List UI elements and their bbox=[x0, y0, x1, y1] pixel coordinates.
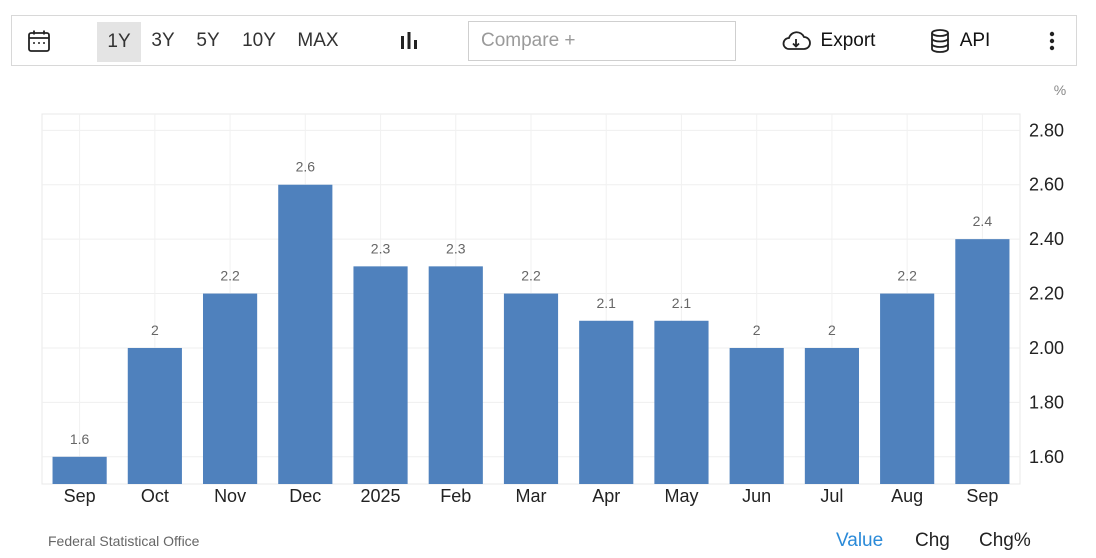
y-tick-label: 1.60 bbox=[1029, 447, 1064, 467]
y-tick-label: 1.80 bbox=[1029, 392, 1064, 412]
data-label: 2.2 bbox=[897, 268, 917, 284]
api-button[interactable]: API bbox=[924, 16, 996, 65]
x-tick-label: Apr bbox=[592, 486, 620, 506]
data-label: 2 bbox=[753, 322, 761, 338]
y-unit-label: % bbox=[1054, 82, 1066, 98]
data-label: 2.6 bbox=[296, 159, 316, 175]
bar-nov bbox=[202, 293, 258, 484]
bar-chart-icon[interactable] bbox=[394, 16, 424, 65]
x-tick-label: Jul bbox=[820, 486, 843, 506]
chart-toolbar: 1Y 3Y 5Y 10Y MAX Export bbox=[11, 15, 1077, 66]
source-label: Federal Statistical Office bbox=[48, 533, 200, 549]
data-label: 2.2 bbox=[521, 268, 541, 284]
bar-apr bbox=[579, 320, 634, 484]
y-tick-label: 2.00 bbox=[1029, 338, 1064, 358]
tab-chg[interactable]: Chg bbox=[915, 530, 950, 551]
data-label: 2.1 bbox=[672, 295, 692, 311]
x-tick-label: Dec bbox=[289, 486, 321, 506]
cloud-download-icon bbox=[781, 30, 811, 52]
bar-mar bbox=[503, 293, 559, 484]
data-label: 2.3 bbox=[371, 240, 391, 256]
bar-aug bbox=[880, 293, 935, 484]
x-tick-label: Oct bbox=[141, 486, 169, 506]
range-3y-button[interactable]: 3Y bbox=[151, 29, 175, 51]
tab-chg-percent[interactable]: Chg% bbox=[979, 530, 1031, 551]
data-label: 2.3 bbox=[446, 240, 466, 256]
range-1y-button[interactable]: 1Y bbox=[97, 22, 141, 62]
data-label: 1.6 bbox=[70, 431, 90, 447]
x-tick-label: Aug bbox=[891, 486, 923, 506]
api-label: API bbox=[959, 29, 991, 51]
range-max-button[interactable]: MAX bbox=[297, 29, 339, 51]
x-tick-label: Sep bbox=[966, 486, 998, 506]
bar-feb bbox=[428, 266, 483, 484]
chart-container: 1.60 1.80 2.00 2.20 2.40 2.60 2.80% 1.6 Sep 2 Oct 2… bbox=[11, 66, 1077, 558]
compare-input[interactable] bbox=[468, 21, 736, 61]
x-tick-label: Feb bbox=[440, 486, 471, 506]
range-5y-button[interactable]: 5Y bbox=[196, 29, 220, 51]
database-icon bbox=[930, 28, 950, 53]
x-tick-label: May bbox=[664, 486, 698, 506]
x-tick-label: 2025 bbox=[361, 486, 401, 506]
y-tick-label: 2.80 bbox=[1029, 120, 1064, 140]
bar-may bbox=[654, 320, 709, 484]
export-label: Export bbox=[820, 29, 876, 51]
x-tick-label: Mar bbox=[516, 486, 547, 506]
bar-sep bbox=[955, 239, 1010, 484]
bar-jul bbox=[804, 347, 860, 484]
bar-chart: 1.60 1.80 2.00 2.20 2.40 2.60 2.80% 1.6 Sep 2 Oct 2… bbox=[41, 82, 1066, 506]
x-tick-label: Sep bbox=[64, 486, 96, 506]
range-10y-button[interactable]: 10Y bbox=[242, 29, 276, 51]
bar-dec bbox=[278, 184, 333, 484]
vertical-dots-icon[interactable] bbox=[1040, 16, 1064, 65]
y-tick-label: 2.60 bbox=[1029, 175, 1064, 195]
data-label: 2.2 bbox=[220, 268, 240, 284]
data-label: 2.4 bbox=[973, 213, 993, 229]
data-label: 2.1 bbox=[596, 295, 616, 311]
calendar-icon[interactable] bbox=[24, 16, 54, 65]
y-tick-label: 2.40 bbox=[1029, 229, 1064, 249]
data-label: 2 bbox=[828, 322, 836, 338]
export-button[interactable]: Export bbox=[778, 16, 878, 65]
tab-value[interactable]: Value bbox=[836, 530, 884, 551]
x-tick-label: Jun bbox=[742, 486, 771, 506]
x-tick-label: Nov bbox=[214, 486, 246, 506]
bar-sep bbox=[52, 456, 107, 484]
bar-jun bbox=[729, 347, 784, 484]
bar-oct bbox=[127, 347, 182, 484]
bar-2025 bbox=[353, 266, 408, 484]
data-label: 2 bbox=[151, 322, 159, 338]
y-tick-label: 2.20 bbox=[1029, 284, 1064, 304]
